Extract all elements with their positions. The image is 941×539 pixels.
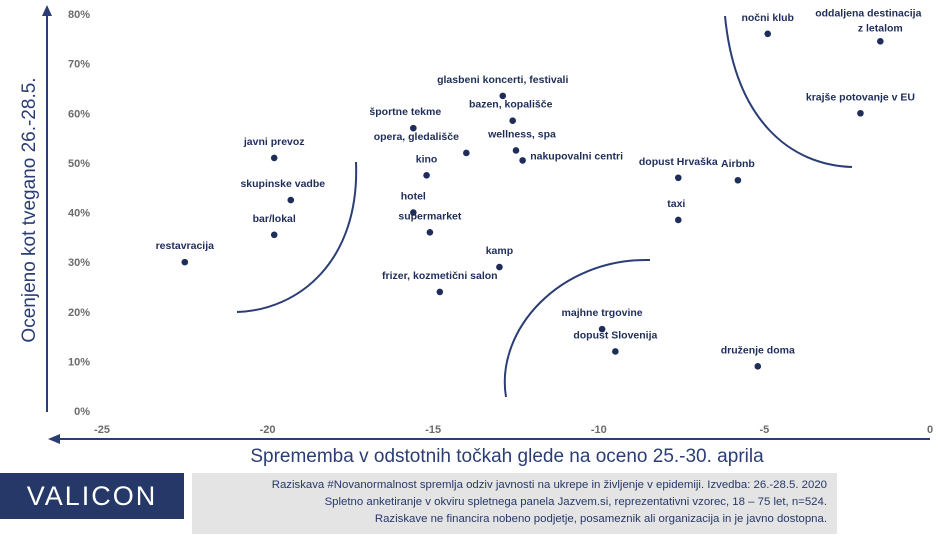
x-tick-label: -5	[760, 424, 770, 436]
valicon-logo: VALICON	[0, 473, 184, 519]
data-point	[410, 124, 417, 132]
data-point	[287, 196, 295, 204]
data-point	[499, 92, 507, 100]
point-label: dopust Slovenija	[573, 329, 657, 341]
x-tick-label: 0	[927, 424, 933, 436]
point-label: bar/lokal	[253, 213, 296, 225]
x-tick-label: -15	[425, 424, 441, 436]
point-label: opera, gledališče	[374, 131, 459, 143]
data-point	[674, 174, 682, 182]
x-axis-arrow	[48, 434, 60, 444]
data-point	[764, 30, 772, 38]
y-axis-title: Ocenjeno kot tvegano 26.-28.5.	[19, 77, 40, 342]
point-label: javni prevoz	[243, 136, 305, 148]
point-label: wellness, spa	[487, 128, 556, 140]
point-label: dopust Hrvaška	[639, 156, 718, 168]
x-tick-label: -10	[591, 424, 607, 436]
data-point	[270, 154, 278, 162]
data-point	[463, 149, 470, 157]
point-label: krajše potovanje v EU	[806, 91, 915, 103]
data-point	[181, 258, 189, 266]
y-tick-label: 50%	[68, 158, 90, 170]
footnote-line: Raziskave ne financira nobeno podjetje, …	[374, 513, 827, 525]
point-label: Airbnb	[721, 158, 755, 170]
data-point	[436, 288, 444, 296]
data-point	[598, 325, 606, 333]
point-label: kamp	[486, 245, 513, 257]
footnote-line: Spletno anketiranje v okviru spletnega p…	[324, 496, 827, 508]
point-label: nakupovalni centri	[530, 150, 623, 162]
point-label: športne tekme	[369, 106, 441, 118]
point-label: z letalom	[858, 22, 903, 34]
data-point	[857, 109, 864, 117]
y-tick-label: 30%	[68, 257, 90, 269]
cluster-arc-left	[236, 161, 358, 313]
data-point	[512, 147, 520, 154]
point-label: nočni klub	[741, 12, 794, 24]
data-point	[410, 209, 417, 216]
point-label: taxi	[667, 198, 685, 210]
point-label: frizer, kozmetični salon	[382, 270, 498, 282]
x-tick-label: -25	[94, 424, 110, 436]
data-point	[734, 176, 742, 184]
cluster-arc-top-right	[724, 15, 853, 168]
scatter-chart: -25 -20 -15 -10 -5 0 0% 10% 20% 30% 40% 50% 60% 70% 80…	[19, 5, 933, 467]
y-tick-label: 10%	[68, 356, 90, 368]
tick-labels: -25 -20 -15 -10 -5 0 0% 10% 20% 30% 40% 50% 60% 70% 80…	[68, 9, 933, 436]
y-tick-label: 70%	[68, 59, 90, 71]
cluster-arcs	[236, 15, 853, 398]
y-tick-label: 0%	[74, 406, 90, 418]
data-points: restavracija javni prevoz skupinske vadbe b…	[156, 7, 922, 370]
data-point	[612, 348, 619, 355]
data-point	[509, 117, 516, 124]
y-tick-label: 80%	[68, 9, 90, 21]
point-label: oddaljena destinacija	[815, 7, 921, 19]
data-point	[423, 171, 430, 179]
point-label: glasbeni koncerti, festivali	[437, 74, 568, 86]
x-axis-title: Sprememba v odstotnih točkah glede na oc…	[250, 446, 764, 467]
cluster-arc-bottom	[503, 258, 651, 398]
data-point	[754, 363, 762, 370]
data-point	[496, 263, 503, 271]
y-tick-label: 40%	[68, 208, 90, 220]
data-point	[519, 157, 526, 164]
footnote-box: Raziskava #Novanormalnost spremlja odziv…	[192, 473, 837, 534]
x-tick-label: -20	[260, 424, 276, 436]
y-tick-label: 20%	[68, 307, 90, 319]
data-point	[270, 231, 278, 239]
point-label: supermarket	[398, 210, 462, 222]
data-point	[877, 37, 884, 45]
axes	[42, 5, 930, 444]
data-point	[674, 216, 682, 224]
y-axis-arrow	[42, 5, 52, 16]
point-label: bazen, kopališče	[469, 99, 553, 111]
point-label: druženje doma	[721, 344, 795, 356]
point-label: skupinske vadbe	[240, 178, 325, 190]
footnote-line: Raziskava #Novanormalnost spremlja odziv…	[271, 479, 827, 491]
data-point	[426, 229, 434, 236]
point-label: kino	[416, 153, 438, 165]
point-label: majhne trgovine	[562, 307, 643, 319]
point-label: restavracija	[156, 240, 215, 252]
point-label: hotel	[401, 191, 426, 203]
y-tick-label: 60%	[68, 108, 90, 120]
